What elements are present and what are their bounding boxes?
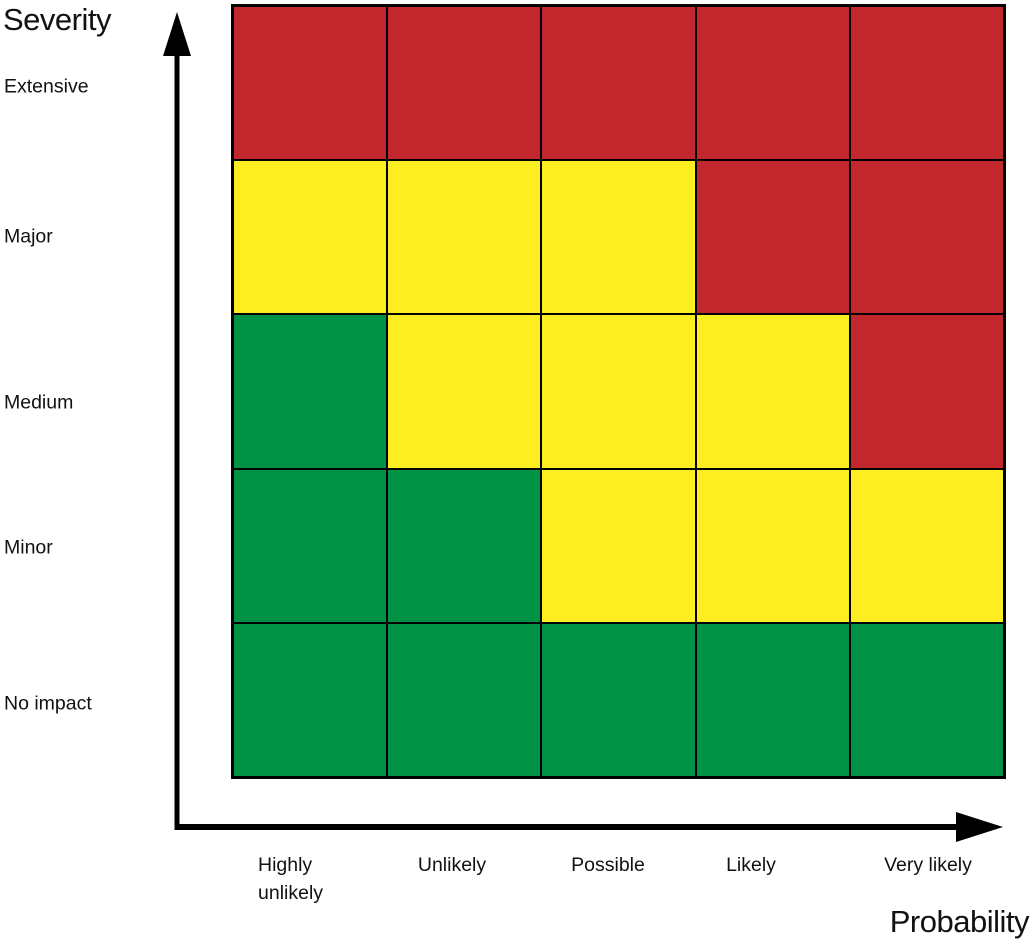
matrix-cell-r5c5	[849, 622, 1004, 777]
matrix-cell-r4c5	[849, 468, 1004, 623]
matrix-cell-r5c2	[387, 622, 542, 777]
matrix-cell-r3c4	[695, 314, 850, 469]
y-axis-arrowhead-icon	[163, 12, 191, 56]
matrix-cell-r5c3	[541, 622, 696, 777]
matrix-cell-r4c2	[387, 468, 542, 623]
y-axis-title: Severity	[3, 2, 111, 37]
matrix-cell-r1c5	[849, 6, 1004, 161]
y-tick-minor: Minor	[4, 536, 53, 559]
matrix-cell-r1c3	[541, 6, 696, 161]
y-tick-major: Major	[4, 225, 53, 248]
matrix-cell-r2c5	[849, 160, 1004, 315]
x-tick-very-likely: Very likely	[884, 854, 972, 876]
x-tick-possible: Possible	[571, 854, 645, 876]
matrix-cell-r1c2	[387, 6, 542, 161]
matrix-cell-r3c1	[233, 314, 388, 469]
matrix-cell-r1c4	[695, 6, 850, 161]
y-tick-extensive: Extensive	[4, 75, 89, 98]
matrix-grid	[231, 4, 1006, 779]
matrix-cell-r4c3	[541, 468, 696, 623]
y-tick-medium: Medium	[4, 391, 74, 414]
matrix-cell-r3c5	[849, 314, 1004, 469]
matrix-cell-r5c4	[695, 622, 850, 777]
x-tick-unlikely: Unlikely	[417, 854, 487, 876]
x-axis-arrowhead-icon	[956, 812, 1003, 842]
matrix-cell-r4c4	[695, 468, 850, 623]
x-tick-likely: Likely	[726, 854, 776, 876]
matrix-cell-r2c3	[541, 160, 696, 315]
y-tick-no-impact: No impact	[4, 692, 92, 715]
matrix-cell-r5c1	[233, 622, 388, 777]
matrix-cell-r3c3	[541, 314, 696, 469]
matrix-cell-r3c2	[387, 314, 542, 469]
x-tick-highly-unlikely: Highly unlikely	[258, 854, 324, 904]
matrix-cell-r1c1	[233, 6, 388, 161]
matrix-cell-r2c1	[233, 160, 388, 315]
matrix-cell-r2c4	[695, 160, 850, 315]
matrix-cell-r2c2	[387, 160, 542, 315]
matrix-cell-r4c1	[233, 468, 388, 623]
x-axis-title: Probability	[889, 904, 1030, 939]
